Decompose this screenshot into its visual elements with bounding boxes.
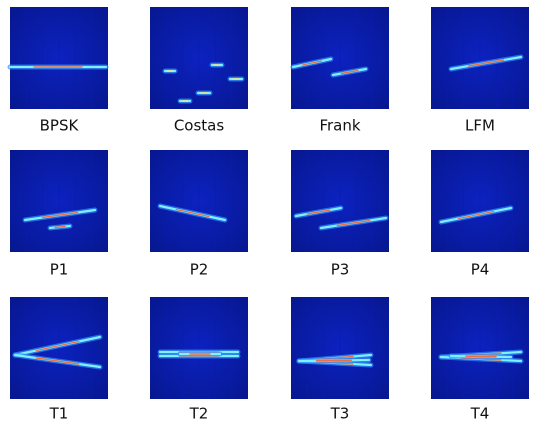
- signal-core: [175, 208, 210, 218]
- panel-label: Frank: [319, 117, 360, 135]
- panel: [291, 150, 389, 252]
- panel: [290, 7, 389, 109]
- panel-label: BPSK: [40, 117, 80, 135]
- signal-core: [35, 340, 80, 352]
- signal-core: [41, 211, 79, 219]
- panel-label: Costas: [174, 117, 225, 135]
- panel-label: P3: [331, 261, 350, 279]
- signal-core: [465, 355, 497, 358]
- panel: [150, 7, 248, 109]
- signal-core: [467, 59, 505, 67]
- panel: [431, 7, 529, 109]
- panel: [150, 150, 248, 252]
- signal-core: [306, 209, 331, 215]
- panel: [10, 150, 108, 252]
- panel: [10, 297, 108, 399]
- signal-core: [336, 219, 371, 227]
- signal-core: [457, 210, 495, 220]
- signal-core: [315, 359, 353, 362]
- panel-label: LFM: [465, 117, 495, 135]
- signal-core: [35, 357, 80, 365]
- panel: [291, 297, 389, 399]
- panel-label: P4: [471, 261, 490, 279]
- signal-core: [54, 225, 66, 229]
- signal-core: [340, 69, 359, 75]
- panel-label: P2: [190, 261, 209, 279]
- panel: [150, 297, 248, 399]
- panel-label: T1: [49, 405, 69, 423]
- panel-label: T4: [470, 405, 490, 423]
- panel: [431, 297, 529, 399]
- panel-label: P1: [50, 261, 69, 279]
- panel: [7, 7, 109, 109]
- panel: [431, 150, 529, 252]
- signal-core: [301, 60, 323, 66]
- panel-label: T2: [189, 405, 209, 423]
- panel-label: T3: [330, 405, 350, 423]
